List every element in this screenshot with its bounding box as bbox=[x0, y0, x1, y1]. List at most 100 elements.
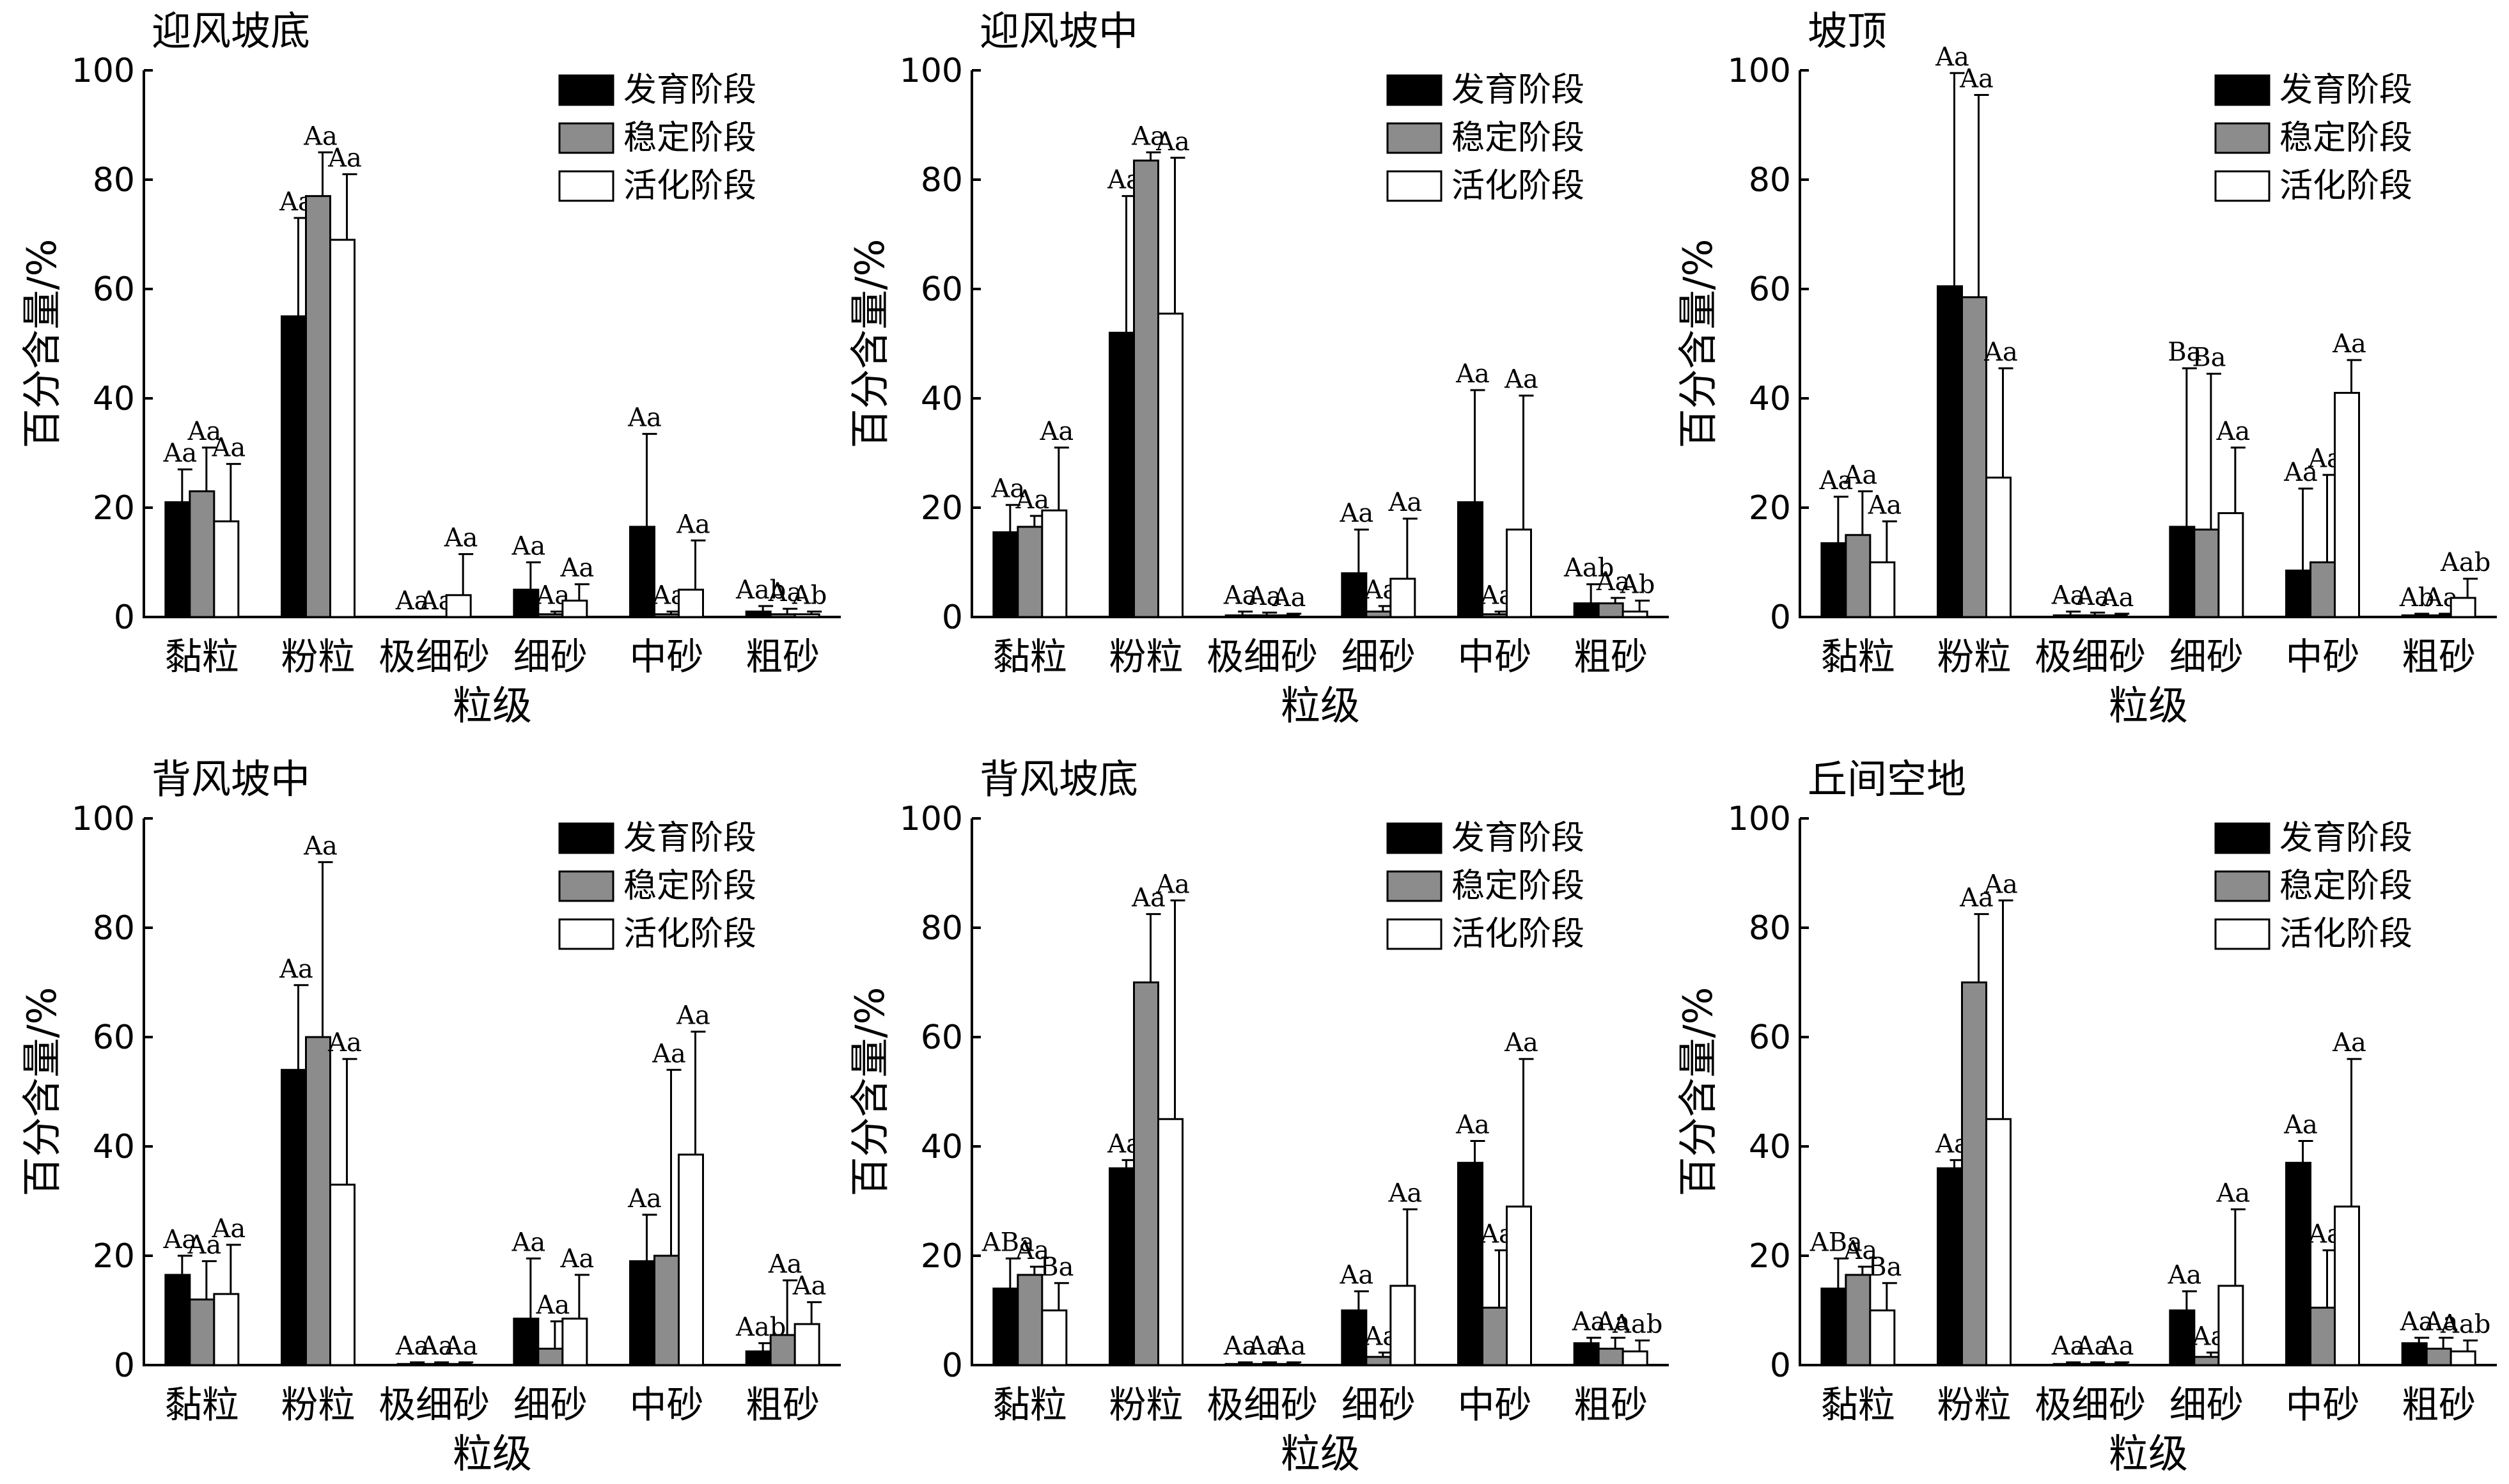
y-tick-label: 20 bbox=[921, 1237, 963, 1276]
y-tick-label: 60 bbox=[1749, 270, 1791, 309]
significance-label: Aa bbox=[327, 1028, 362, 1058]
x-tick-label: 黏粒 bbox=[1821, 1383, 1895, 1426]
significance-label: Aa bbox=[2075, 1332, 2110, 1361]
legend-swatch-1 bbox=[1386, 74, 1442, 106]
x-tick-label: 粉粒 bbox=[281, 635, 355, 678]
chart-panel-2: 迎风坡中020406080100百分含量/%粒级黏粒AaAaAa粉粒AaAaAa… bbox=[847, 8, 1669, 729]
legend-swatch-1 bbox=[2214, 822, 2271, 854]
significance-label: Aa bbox=[162, 439, 197, 468]
significance-label: Aa bbox=[1455, 1110, 1490, 1139]
y-tick-label: 40 bbox=[921, 380, 963, 418]
bar-5-2 bbox=[653, 613, 680, 618]
bar-5-2 bbox=[1481, 1306, 1508, 1366]
x-tick-label: 粗砂 bbox=[746, 635, 820, 678]
significance-label: Aa bbox=[187, 1231, 221, 1260]
x-tick-label: 粉粒 bbox=[1109, 1383, 1183, 1426]
significance-label: Aa bbox=[1455, 359, 1490, 389]
chart-panel-5: 背风坡底020406080100百分含量/%粒级黏粒ABaAaBa粉粒AaAaA… bbox=[847, 756, 1669, 1477]
significance-label: Aa bbox=[1843, 1236, 1877, 1265]
significance-label: Aa bbox=[2100, 583, 2134, 613]
bar-3-3 bbox=[445, 1363, 472, 1366]
bar-1-3 bbox=[1041, 509, 1068, 618]
significance-label: Aa bbox=[792, 1272, 827, 1301]
x-tick-label: 细砂 bbox=[1341, 635, 1416, 678]
bar-3-2 bbox=[1249, 614, 1276, 618]
legend-label-2: 稳定阶段 bbox=[1451, 867, 1584, 905]
significance-label: Aa bbox=[1387, 488, 1422, 517]
x-tick-label: 粉粒 bbox=[1937, 635, 2011, 678]
y-tick-label: 40 bbox=[921, 1128, 963, 1166]
bar-5-1 bbox=[1457, 501, 1483, 618]
x-tick-label: 极细砂 bbox=[379, 635, 490, 678]
significance-label: Aa bbox=[211, 433, 246, 463]
significance-label: Ba bbox=[1040, 1253, 1074, 1282]
x-tick-label: 中砂 bbox=[1457, 635, 1531, 678]
significance-label: ABa bbox=[1809, 1228, 1863, 1257]
bar-1-2 bbox=[1845, 534, 1872, 618]
y-tick-label: 100 bbox=[900, 52, 963, 90]
chart-panel-6: 丘间空地020406080100百分含量/%粒级黏粒ABaAaBa粉粒AaAaA… bbox=[1675, 756, 2497, 1477]
legend-label-1: 发育阶段 bbox=[1451, 819, 1584, 857]
y-tick-label: 0 bbox=[1770, 1347, 1791, 1385]
bar-1-1 bbox=[992, 531, 1019, 618]
bar-2-3 bbox=[1157, 1118, 1184, 1366]
legend-label-1: 发育阶段 bbox=[2279, 71, 2412, 109]
bar-1-1 bbox=[992, 1287, 1019, 1366]
significance-label: Aa bbox=[1387, 1178, 1422, 1208]
bar-3-2 bbox=[2077, 614, 2104, 618]
x-tick-label: 细砂 bbox=[2169, 1383, 2244, 1426]
significance-label: Aa bbox=[1155, 127, 1190, 157]
bar-1-3 bbox=[1869, 1309, 1896, 1366]
x-tick-label: 极细砂 bbox=[2035, 635, 2146, 678]
significance-label: Aa bbox=[627, 1184, 662, 1214]
significance-label: Aa bbox=[535, 1291, 570, 1320]
bar-6-1 bbox=[1573, 1342, 1600, 1366]
legend-label-2: 稳定阶段 bbox=[623, 119, 756, 157]
y-tick-label: 40 bbox=[1749, 380, 1791, 418]
bar-1-1 bbox=[164, 1274, 191, 1366]
x-tick-label: 粗砂 bbox=[1574, 1383, 1648, 1426]
significance-label: Aa bbox=[419, 1332, 454, 1361]
bar-3-1 bbox=[2052, 1363, 2079, 1366]
bar-2-2 bbox=[1133, 159, 1159, 618]
legend-label-3: 活化阶段 bbox=[623, 167, 756, 205]
y-tick-label: 60 bbox=[921, 270, 963, 309]
bar-5-1 bbox=[2285, 1162, 2311, 1366]
significance-label: Aa bbox=[303, 121, 338, 151]
significance-label: ABa bbox=[981, 1228, 1035, 1257]
significance-label: Aa bbox=[211, 1214, 246, 1244]
panel-title: 迎风坡中 bbox=[980, 8, 1138, 54]
bar-2-3 bbox=[1157, 312, 1184, 618]
bar-2-1 bbox=[1937, 285, 1963, 618]
bar-2-1 bbox=[281, 315, 307, 618]
significance-label: Aab bbox=[735, 575, 786, 605]
significance-label: Aa bbox=[990, 474, 1025, 504]
legend-swatch-3 bbox=[558, 170, 614, 202]
significance-label: Aa bbox=[1935, 42, 1969, 72]
legend-label-2: 稳定阶段 bbox=[623, 867, 756, 905]
bar-5-3 bbox=[2334, 391, 2360, 618]
bar-6-2 bbox=[2425, 614, 2452, 618]
significance-label: Aa bbox=[1983, 870, 2018, 899]
bar-6-3 bbox=[2450, 597, 2476, 618]
bar-3-1 bbox=[1224, 614, 1251, 618]
bar-6-3 bbox=[793, 613, 820, 618]
significance-label: Aa bbox=[559, 554, 594, 583]
significance-label: Aa bbox=[2075, 582, 2110, 611]
significance-label: Ab bbox=[792, 581, 827, 610]
legend-swatch-3 bbox=[558, 918, 614, 950]
significance-label: Aa bbox=[444, 1332, 478, 1361]
chart-panel-1: 迎风坡底020406080100百分含量/%粒级黏粒AaAaAa粉粒AaAaAa… bbox=[19, 8, 841, 729]
bar-3-3 bbox=[445, 594, 472, 618]
y-tick-label: 60 bbox=[93, 1019, 135, 1057]
y-tick-label: 0 bbox=[942, 598, 963, 637]
bar-4-1 bbox=[2169, 1309, 2196, 1366]
bar-5-2 bbox=[2310, 1306, 2336, 1366]
bar-5-3 bbox=[1506, 1205, 1532, 1366]
y-tick-label: 20 bbox=[1749, 1237, 1791, 1276]
legend-label-2: 稳定阶段 bbox=[1451, 119, 1584, 157]
legend-swatch-2 bbox=[2214, 122, 2271, 154]
significance-label: Ba bbox=[1868, 1253, 1902, 1282]
significance-label: Aa bbox=[1272, 1332, 1306, 1361]
x-tick-label: 中砂 bbox=[2285, 635, 2359, 678]
